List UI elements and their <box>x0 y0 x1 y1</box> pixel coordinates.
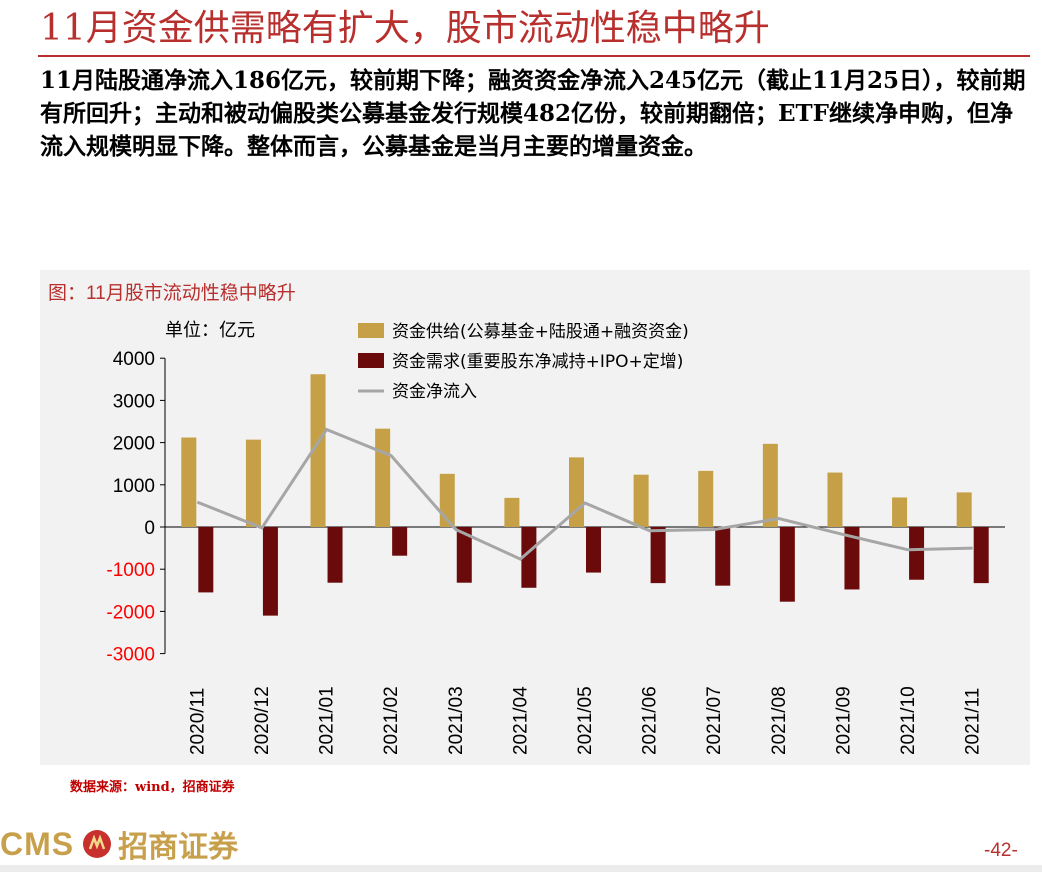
legend-label-net: 资金净流入 <box>392 382 477 402</box>
legend-swatch-supply <box>358 323 384 338</box>
title-divider <box>38 55 1030 57</box>
x-tick-label: 2021/06 <box>640 686 661 755</box>
supply-bar <box>827 472 843 527</box>
supply-bar <box>698 470 714 527</box>
supply-bar <box>569 457 584 527</box>
demand-bar <box>650 527 666 584</box>
supply-bar <box>310 374 326 527</box>
demand-bar <box>327 527 343 583</box>
y-tick-label: 3000 <box>113 391 155 412</box>
x-tick-label: 2021/03 <box>446 686 467 755</box>
liquidity-chart: 4000 3000 2000 1000 0 -1000 -2000 -3000 2020/11 2… <box>106 320 1005 755</box>
demand-bar <box>521 527 537 588</box>
x-tick-label: 2021/05 <box>575 686 596 755</box>
x-tick-label: 2021/02 <box>381 686 402 755</box>
logo-chinese-name: 招商证券 <box>118 830 239 865</box>
cms-logo: CMS 招商证券 <box>0 822 238 866</box>
demand-bar <box>909 527 925 580</box>
x-tick-label: 2021/09 <box>833 686 854 755</box>
legend-swatch-demand <box>358 353 384 368</box>
supply-bar <box>956 492 972 527</box>
x-tick-label: 2021/11 <box>963 688 984 755</box>
x-tick-label: 2021/07 <box>704 686 725 755</box>
x-tick-label: 2021/01 <box>317 686 338 755</box>
y-tick-label: 2000 <box>113 434 155 455</box>
y-tick-label: -2000 <box>106 602 155 623</box>
supply-bar <box>181 437 197 527</box>
y-tick-label: 4000 <box>113 349 155 370</box>
supply-bar <box>633 474 649 527</box>
x-tick-label: 2021/10 <box>898 686 919 755</box>
logo-text: CMS <box>0 825 75 862</box>
supply-bar <box>375 428 391 527</box>
demand-bar <box>844 527 860 590</box>
demand-bar <box>262 527 278 616</box>
logo-emblem-icon <box>83 830 112 858</box>
legend-label-demand: 资金需求(重要股东净减持+IPO+定增) <box>392 352 683 372</box>
y-tick-label: -1000 <box>106 560 155 581</box>
demand-bar <box>715 527 731 586</box>
net-inflow-line <box>196 427 973 561</box>
demand-bar <box>973 527 989 584</box>
chart-caption: 图：11月股市流动性稳中略升 <box>48 283 296 304</box>
y-tick-label: 1000 <box>113 476 155 497</box>
x-tick-label: 2020/11 <box>187 688 208 755</box>
demand-bar <box>392 527 408 556</box>
x-tick-label: 2020/12 <box>252 686 273 755</box>
demand-bar <box>198 527 214 593</box>
y-tick-label: 0 <box>144 518 155 539</box>
summary-paragraph: 11月陆股通净流入186亿元，较前期下降；融资资金净流入245亿元（截止11月2… <box>40 67 1026 160</box>
x-tick-label: 2021/08 <box>769 686 790 755</box>
demand-bar <box>779 527 795 602</box>
x-tick-label: 2021/04 <box>510 686 531 755</box>
chart-panel <box>40 270 1030 765</box>
supply-bar <box>504 497 520 527</box>
demand-bar <box>586 527 601 573</box>
demand-bar <box>456 527 472 583</box>
y-tick-label: -3000 <box>106 645 155 666</box>
bottom-bar <box>0 865 1042 872</box>
page-number: -42- <box>984 840 1018 861</box>
supply-bar <box>245 439 261 527</box>
supply-bar <box>892 497 908 527</box>
data-source: 数据来源：wind，招商证券 <box>70 780 235 795</box>
unit-label: 单位：亿元 <box>165 320 255 341</box>
legend-label-supply: 资金供给(公募基金+陆股通+融资资金) <box>392 322 689 342</box>
page-title: 11月资金供需略有扩大，股市流动性稳中略升 <box>40 8 770 49</box>
supply-bar <box>762 443 778 527</box>
